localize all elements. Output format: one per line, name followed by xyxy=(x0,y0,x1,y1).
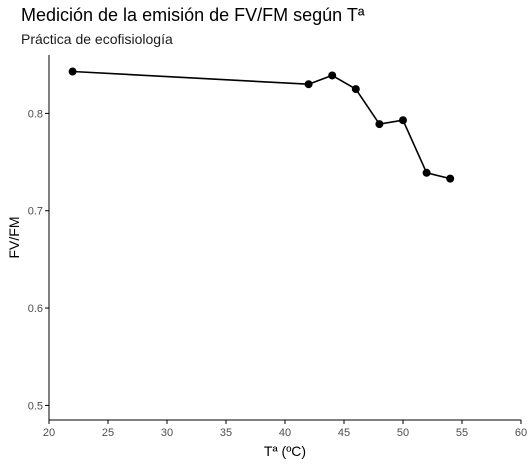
data-point xyxy=(328,71,337,80)
data-point xyxy=(304,80,313,89)
chart-subtitle: Práctica de ecofisiología xyxy=(21,31,173,47)
data-point xyxy=(446,174,455,183)
y-tick-label: 0.7 xyxy=(28,206,43,218)
x-tick-label: 25 xyxy=(102,427,114,439)
y-axis-title: FV/FM xyxy=(6,217,22,259)
data-point xyxy=(375,120,384,129)
y-tick-label: 0.8 xyxy=(28,108,43,120)
y-tick-label: 0.5 xyxy=(28,400,43,412)
y-tick-label: 0.6 xyxy=(28,303,43,315)
tick-labels: 20 25 30 35 40 45 50 55 60 0.5 0.6 0.7 0.8 xyxy=(28,108,527,439)
x-tick-label: 45 xyxy=(338,427,350,439)
x-tick-label: 35 xyxy=(220,427,232,439)
series-points xyxy=(68,67,455,183)
x-tick-label: 60 xyxy=(515,427,527,439)
data-point xyxy=(351,85,360,94)
data-point xyxy=(68,67,77,76)
x-tick-label: 30 xyxy=(161,427,173,439)
x-tick-label: 55 xyxy=(456,427,468,439)
data-point xyxy=(422,168,431,177)
axes xyxy=(45,55,522,424)
chart-title: Medición de la emisión de FV/FM según Tª xyxy=(21,5,365,25)
data-point xyxy=(399,116,407,125)
x-tick-label: 20 xyxy=(43,427,55,439)
series-line xyxy=(72,70,451,180)
data-line xyxy=(72,70,451,180)
x-tick-label: 40 xyxy=(279,427,291,439)
x-axis-title: Tª (ºC) xyxy=(264,443,306,459)
x-tick-label: 50 xyxy=(397,427,409,439)
